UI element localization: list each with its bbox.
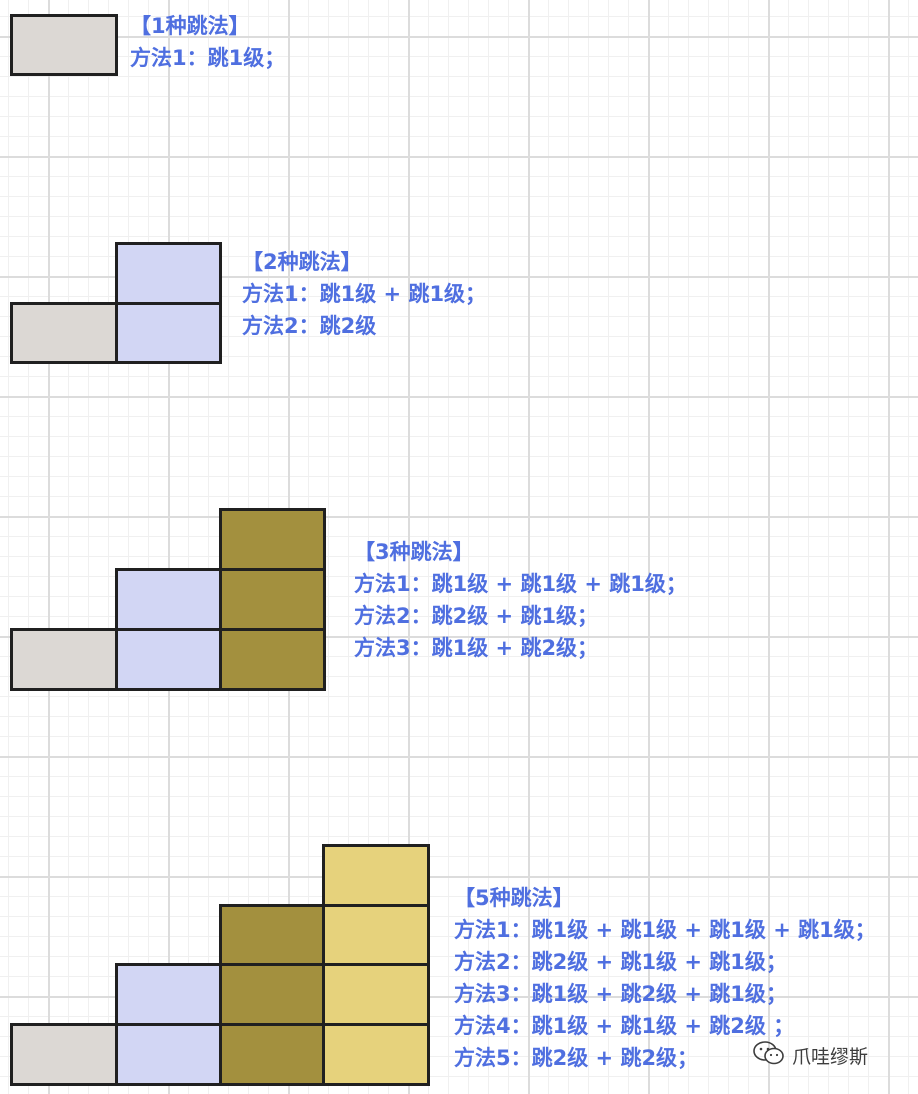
section-heading: 【1种跳法】	[130, 14, 250, 38]
stair-block	[10, 14, 118, 76]
method-line: 方法1：跳1级 + 跳1级；	[242, 282, 487, 306]
watermark-text: 爪哇缪斯	[792, 1045, 869, 1068]
stair-block	[10, 1023, 118, 1086]
stair-block	[219, 628, 326, 691]
method-line: 方法3：跳1级 + 跳2级 + 跳1级；	[454, 982, 787, 1006]
stair-block	[322, 963, 430, 1026]
watermark: 爪哇缪斯	[752, 1040, 868, 1070]
method-line: 方法2：跳2级 + 跳1级 + 跳1级；	[454, 950, 787, 974]
wechat-icon	[752, 1040, 786, 1071]
section-heading: 【2种跳法】	[242, 250, 362, 274]
section-heading: 【5种跳法】	[454, 886, 574, 910]
method-line: 方法5：跳2级 + 跳2级；	[454, 1046, 699, 1070]
section-3-text: 【3种跳法】 方法1：跳1级 + 跳1级 + 跳1级； 方法2：跳2级 + 跳1…	[354, 536, 687, 664]
stair-block	[219, 568, 326, 631]
stair-block	[10, 628, 118, 691]
method-line: 方法4：跳1级 + 跳1级 + 跳2级 ；	[454, 1014, 795, 1038]
section-2-text: 【2种跳法】 方法1：跳1级 + 跳1级； 方法2：跳2级	[242, 246, 486, 342]
stair-block	[115, 628, 222, 691]
method-line: 方法3：跳1级 + 跳2级；	[354, 636, 599, 660]
stair-block	[115, 1023, 222, 1086]
stair-block	[115, 963, 222, 1026]
stair-block	[219, 904, 326, 966]
section-heading: 【3种跳法】	[354, 540, 474, 564]
method-line: 方法2：跳2级	[242, 314, 377, 338]
stair-block	[219, 963, 326, 1026]
stair-block	[219, 508, 326, 571]
stair-block	[219, 1023, 326, 1086]
stair-block	[115, 242, 222, 305]
method-line: 方法1：跳1级 + 跳1级 + 跳1级 + 跳1级；	[454, 918, 876, 942]
stair-block	[10, 302, 118, 364]
method-line: 方法1：跳1级；	[130, 46, 286, 70]
method-line: 方法2：跳2级 + 跳1级；	[354, 604, 599, 628]
method-line: 方法1：跳1级 + 跳1级 + 跳1级；	[354, 572, 687, 596]
stair-block	[322, 844, 430, 907]
stair-block	[115, 568, 222, 631]
stair-block	[115, 302, 222, 364]
section-4-text: 【5种跳法】 方法1：跳1级 + 跳1级 + 跳1级 + 跳1级； 方法2：跳2…	[454, 882, 876, 1074]
stair-block	[322, 904, 430, 966]
section-1-text: 【1种跳法】 方法1：跳1级；	[130, 10, 285, 74]
stair-block	[322, 1023, 430, 1086]
